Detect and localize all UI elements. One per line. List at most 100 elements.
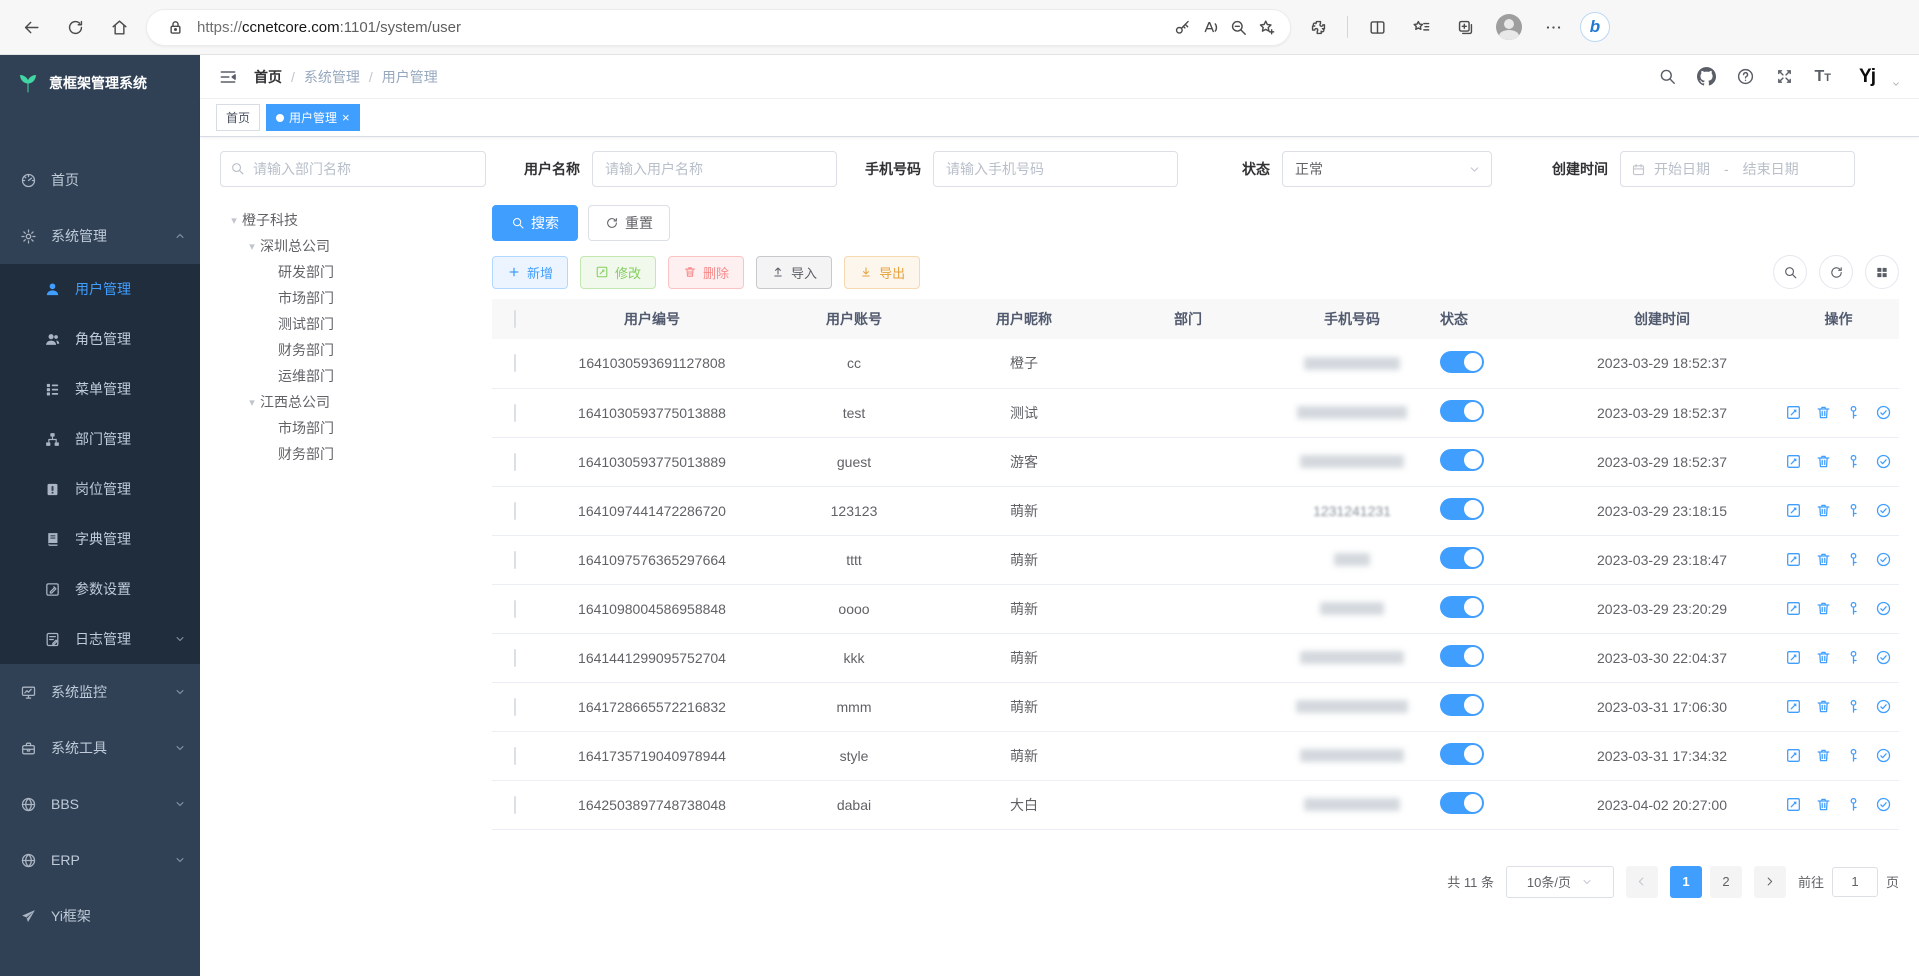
sidebar-item-用户管理[interactable]: 用户管理 bbox=[0, 264, 200, 314]
sidebar-item-角色管理[interactable]: 角色管理 bbox=[0, 314, 200, 364]
tree-node-运维部门[interactable]: 运维部门 bbox=[220, 363, 492, 389]
table-search-toggle-button[interactable] bbox=[1773, 255, 1807, 289]
status-toggle-on[interactable] bbox=[1440, 743, 1484, 765]
reset-password-icon[interactable] bbox=[1845, 747, 1862, 764]
row-checkbox[interactable] bbox=[514, 795, 516, 814]
github-icon[interactable] bbox=[1697, 67, 1717, 86]
delete-row-icon[interactable] bbox=[1815, 796, 1832, 813]
table-columns-button[interactable] bbox=[1865, 255, 1899, 289]
user-avatar[interactable]: Yj bbox=[1859, 65, 1876, 87]
修改-button[interactable]: 修改 bbox=[580, 255, 657, 289]
avatar-dropdown-icon[interactable] bbox=[1891, 79, 1901, 89]
edit-row-icon[interactable] bbox=[1785, 747, 1802, 764]
assign-role-icon[interactable] bbox=[1875, 649, 1892, 666]
favorites-icon[interactable] bbox=[1404, 10, 1438, 44]
status-toggle-on[interactable] bbox=[1440, 350, 1484, 373]
dept-name-input[interactable] bbox=[220, 151, 486, 187]
read-aloud-icon[interactable] bbox=[1196, 13, 1224, 41]
browser-menu-icon[interactable] bbox=[1536, 10, 1570, 44]
reset-password-icon[interactable] bbox=[1845, 698, 1862, 715]
reset-password-icon[interactable] bbox=[1845, 404, 1862, 421]
assign-role-icon[interactable] bbox=[1875, 600, 1892, 617]
font-size-icon[interactable]: TT bbox=[1814, 67, 1831, 85]
row-checkbox[interactable] bbox=[514, 697, 516, 716]
table-refresh-button[interactable] bbox=[1819, 255, 1853, 289]
row-checkbox[interactable] bbox=[514, 599, 516, 618]
zoom-out-icon[interactable] bbox=[1224, 13, 1252, 41]
close-tab-icon[interactable]: × bbox=[342, 110, 350, 125]
tree-node-橙子科技[interactable]: ▾ 橙子科技 bbox=[220, 207, 492, 233]
edit-row-icon[interactable] bbox=[1785, 551, 1802, 568]
status-select[interactable]: 正常 bbox=[1282, 151, 1492, 187]
sidebar-collapse-icon[interactable] bbox=[218, 67, 238, 87]
edit-row-icon[interactable] bbox=[1785, 796, 1802, 813]
prev-page-button[interactable] bbox=[1625, 865, 1658, 898]
extensions-icon[interactable] bbox=[1301, 10, 1335, 44]
edit-row-icon[interactable] bbox=[1785, 502, 1802, 519]
page-button-1[interactable]: 1 bbox=[1669, 865, 1702, 898]
browser-back-icon[interactable] bbox=[14, 10, 48, 44]
sidebar-item-部门管理[interactable]: 部门管理 bbox=[0, 414, 200, 464]
sidebar-item-参数设置[interactable]: 参数设置 bbox=[0, 564, 200, 614]
tree-node-市场部门[interactable]: 市场部门 bbox=[220, 415, 492, 441]
tree-expand-icon[interactable]: ▾ bbox=[231, 214, 237, 227]
导入-button[interactable]: 导入 bbox=[756, 255, 833, 289]
sidebar-item-BBS[interactable]: BBS bbox=[0, 776, 200, 832]
page-button-2[interactable]: 2 bbox=[1709, 865, 1742, 898]
app-logo[interactable]: 意框架管理系统 bbox=[0, 55, 200, 110]
assign-role-icon[interactable] bbox=[1875, 502, 1892, 519]
assign-role-icon[interactable] bbox=[1875, 796, 1892, 813]
sidebar-item-Yi框架[interactable]: Yi框架 bbox=[0, 888, 200, 944]
row-checkbox[interactable] bbox=[514, 648, 516, 667]
delete-row-icon[interactable] bbox=[1815, 551, 1832, 568]
page-size-select[interactable]: 10条/页 bbox=[1505, 865, 1614, 898]
delete-row-icon[interactable] bbox=[1815, 600, 1832, 617]
reset-password-icon[interactable] bbox=[1845, 600, 1862, 617]
sidebar-item-首页[interactable]: 首页 bbox=[0, 152, 200, 208]
tree-node-研发部门[interactable]: 研发部门 bbox=[220, 259, 492, 285]
phone-input[interactable] bbox=[933, 151, 1178, 187]
sidebar-item-系统工具[interactable]: 系统工具 bbox=[0, 720, 200, 776]
sidebar-item-字典管理[interactable]: 字典管理 bbox=[0, 514, 200, 564]
assign-role-icon[interactable] bbox=[1875, 698, 1892, 715]
tree-expand-icon[interactable]: ▾ bbox=[249, 396, 255, 409]
delete-row-icon[interactable] bbox=[1815, 502, 1832, 519]
row-checkbox[interactable] bbox=[514, 354, 516, 373]
assign-role-icon[interactable] bbox=[1875, 747, 1892, 764]
tree-node-测试部门[interactable]: 测试部门 bbox=[220, 311, 492, 337]
assign-role-icon[interactable] bbox=[1875, 404, 1892, 421]
reset-password-icon[interactable] bbox=[1845, 453, 1862, 470]
assign-role-icon[interactable] bbox=[1875, 551, 1892, 568]
delete-row-icon[interactable] bbox=[1815, 698, 1832, 715]
row-checkbox[interactable] bbox=[514, 452, 516, 471]
status-toggle-on[interactable] bbox=[1440, 547, 1484, 569]
search-button[interactable]: 搜索 bbox=[492, 205, 578, 241]
status-toggle-on[interactable] bbox=[1440, 694, 1484, 716]
reset-password-icon[interactable] bbox=[1845, 649, 1862, 666]
导出-button[interactable]: 导出 bbox=[844, 255, 921, 289]
delete-row-icon[interactable] bbox=[1815, 453, 1832, 470]
reset-button[interactable]: 重置 bbox=[588, 205, 670, 241]
help-icon[interactable] bbox=[1736, 67, 1755, 86]
date-range-picker[interactable]: 开始日期 - 结束日期 bbox=[1620, 151, 1855, 187]
status-toggle-on[interactable] bbox=[1440, 645, 1484, 667]
collections-icon[interactable] bbox=[1448, 10, 1482, 44]
tree-node-市场部门[interactable]: 市场部门 bbox=[220, 285, 492, 311]
delete-row-icon[interactable] bbox=[1815, 404, 1832, 421]
reset-password-icon[interactable] bbox=[1845, 551, 1862, 568]
reset-password-icon[interactable] bbox=[1845, 502, 1862, 519]
tab-首页[interactable]: 首页 bbox=[216, 104, 261, 131]
sidebar-item-日志管理[interactable]: 日志管理 bbox=[0, 614, 200, 664]
select-all-checkbox[interactable] bbox=[514, 310, 516, 328]
edit-row-icon[interactable] bbox=[1785, 649, 1802, 666]
fullscreen-icon[interactable] bbox=[1775, 67, 1794, 86]
copilot-bing-icon[interactable]: b bbox=[1580, 12, 1610, 42]
status-toggle-on[interactable] bbox=[1440, 596, 1484, 618]
lock-icon[interactable] bbox=[161, 13, 189, 41]
username-input[interactable] bbox=[592, 151, 837, 187]
sidebar-item-系统管理[interactable]: 系统管理 bbox=[0, 208, 200, 264]
delete-row-icon[interactable] bbox=[1815, 747, 1832, 764]
row-checkbox[interactable] bbox=[514, 501, 516, 520]
edit-row-icon[interactable] bbox=[1785, 600, 1802, 617]
breadcrumb-item[interactable]: 首页 bbox=[254, 68, 282, 85]
